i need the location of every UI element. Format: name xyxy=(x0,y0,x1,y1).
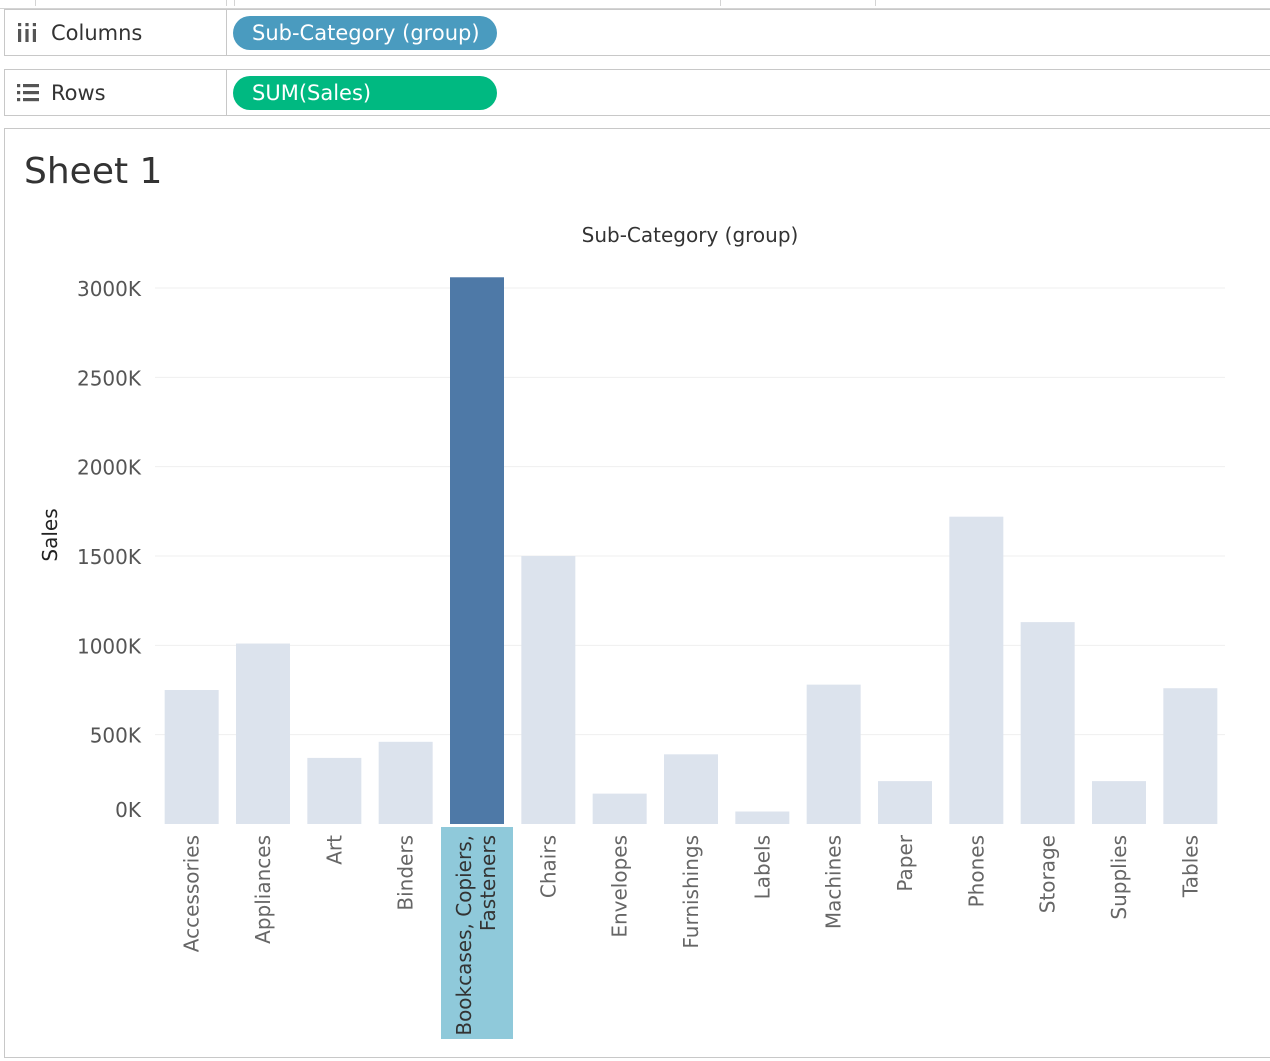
x-category-label: Labels xyxy=(750,835,774,899)
columns-icon xyxy=(18,23,36,42)
x-category-label: Bookcases, Copiers,Fasteners xyxy=(452,835,500,1036)
rows-list-icon xyxy=(17,84,39,102)
y-tick-label: 3000K xyxy=(77,277,142,301)
y-tick-label: 500K xyxy=(90,724,142,748)
x-category-label: Furnishings xyxy=(679,835,703,949)
x-category-label: Machines xyxy=(822,835,846,929)
x-category-label: Supplies xyxy=(1107,835,1131,920)
x-category-label: Phones xyxy=(964,835,988,907)
bar xyxy=(1163,688,1218,824)
x-category-label: Art xyxy=(322,835,346,865)
bar xyxy=(806,684,861,824)
top-divider xyxy=(35,0,36,6)
bar xyxy=(378,741,433,824)
top-divider xyxy=(234,0,235,6)
y-tick-label: 2000K xyxy=(77,456,142,480)
x-category-label: Paper xyxy=(893,834,917,891)
bar xyxy=(1092,781,1146,824)
top-divider xyxy=(875,0,876,6)
x-category-label: Chairs xyxy=(536,835,560,898)
top-strip xyxy=(0,0,1270,9)
rows-shelf[interactable]: Rows SUM(Sales) xyxy=(4,69,1270,116)
x-category-label: Appliances xyxy=(251,835,275,944)
bar xyxy=(735,811,790,824)
x-category-label: Tables xyxy=(1178,835,1202,898)
highlighted-label-background xyxy=(441,827,513,1039)
y-tick-label: 1000K xyxy=(77,634,142,658)
columns-shelf-label: Columns xyxy=(5,10,227,55)
sum-sales-pill[interactable]: SUM(Sales) xyxy=(233,76,497,110)
bar xyxy=(664,754,718,824)
bar xyxy=(307,757,362,824)
bar xyxy=(1020,622,1075,824)
bar xyxy=(878,781,932,824)
bar xyxy=(164,690,219,824)
bar xyxy=(949,516,1004,824)
sheet-title: Sheet 1 xyxy=(24,151,163,192)
x-category-label: Envelopes xyxy=(608,835,632,938)
bar xyxy=(236,643,290,824)
y-tick-label: 1500K xyxy=(77,545,142,569)
rows-shelf-label: Rows xyxy=(5,70,227,115)
bar xyxy=(592,793,647,824)
column-header-title: Sub-Category (group) xyxy=(582,223,799,247)
x-category-label: Binders xyxy=(394,835,418,911)
worksheet[interactable]: Sheet 1 xyxy=(4,128,1270,1058)
top-divider xyxy=(720,0,721,6)
x-category-label: Storage xyxy=(1036,835,1060,913)
y-axis-title: Sales xyxy=(38,508,62,561)
y-tick-label: 2500K xyxy=(77,366,142,390)
y-tick-label: 0K xyxy=(115,798,142,822)
columns-shelf[interactable]: Columns Sub-Category (group) xyxy=(4,9,1270,56)
x-category-label: Accessories xyxy=(180,835,204,952)
sub-category-pill[interactable]: Sub-Category (group) xyxy=(233,16,497,50)
bar xyxy=(521,556,576,824)
bar xyxy=(450,277,504,824)
top-divider xyxy=(226,0,227,6)
rows-label: Rows xyxy=(51,81,106,105)
columns-label: Columns xyxy=(51,21,143,45)
